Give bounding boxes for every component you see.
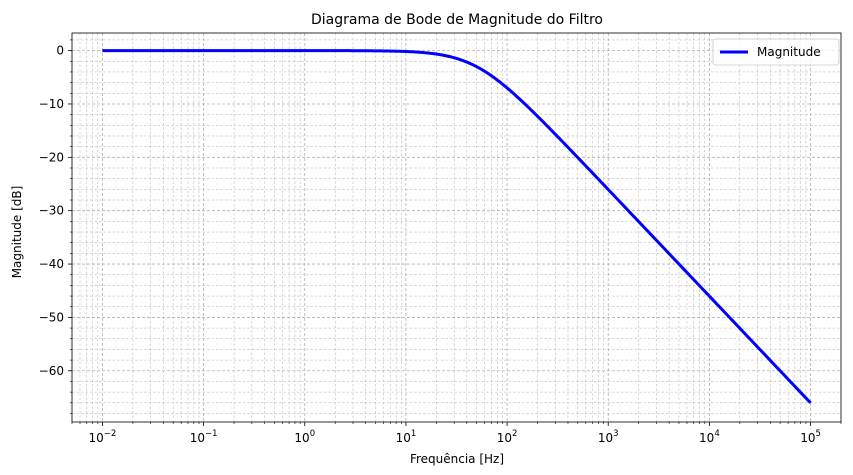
legend-label-magnitude: Magnitude	[757, 45, 821, 59]
chart-title: Diagrama de Bode de Magnitude do Filtro	[311, 12, 603, 28]
x-tick-exponent: 4	[714, 429, 719, 439]
legend: Magnitude	[712, 38, 840, 66]
legend-box	[712, 38, 840, 66]
series-layer	[102, 49, 812, 404]
x-tick-exponent: 1	[411, 429, 416, 439]
x-axis-label: Frequência [Hz]	[410, 452, 504, 466]
x-tick-label: 101	[396, 429, 417, 445]
y-tick-label: −50	[39, 310, 64, 324]
series-line-magnitude	[102, 49, 812, 404]
y-tick-label: −20	[39, 150, 64, 164]
x-tick-exponent: 5	[815, 429, 820, 439]
y-tick-label: −10	[39, 97, 64, 111]
x-tick-exponent: −1	[205, 429, 218, 439]
x-tick-label: 100	[294, 429, 315, 445]
x-axis-ticks: 10−2 10−1 100 101 102 103 104 105	[71, 422, 842, 445]
x-tick-label: 102	[497, 429, 518, 445]
plot-frame	[71, 32, 842, 423]
y-tick-label: −60	[39, 364, 64, 378]
y-tick-label: −40	[39, 257, 64, 271]
x-tick-exponent: −2	[104, 429, 117, 439]
x-tick-exponent: 3	[613, 429, 618, 439]
x-tick-exponent: 2	[512, 429, 517, 439]
y-tick-label: −30	[39, 204, 64, 218]
minor-gridlines	[71, 33, 842, 422]
x-tick-label: 105	[800, 429, 821, 445]
x-tick-label: 10−1	[190, 429, 218, 445]
x-tick-label: 103	[598, 429, 619, 445]
y-axis-label: Magnitude [dB]	[10, 186, 24, 279]
y-tick-label: 0	[56, 44, 64, 58]
x-tick-exponent: 0	[310, 429, 315, 439]
y-axis-ticks: 0 −10 −20 −30 −40 −50 −60	[39, 39, 72, 414]
x-tick-label: 104	[699, 429, 720, 445]
x-tick-label: 10−2	[89, 429, 117, 445]
